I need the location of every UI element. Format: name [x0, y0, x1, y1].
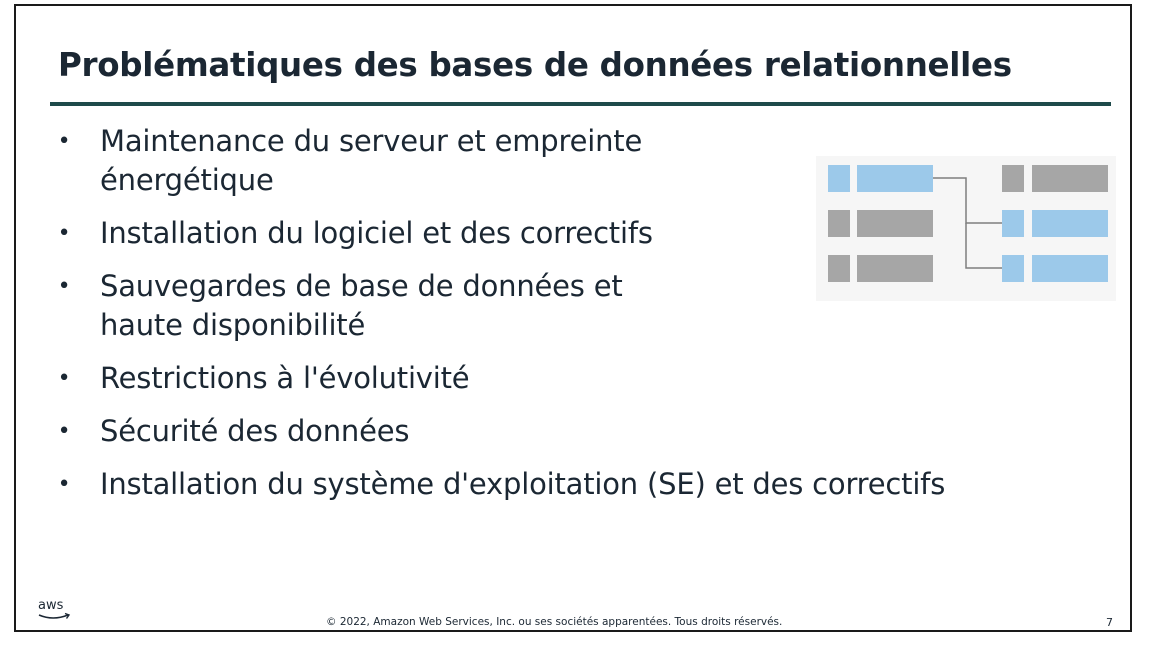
- page-number: 7: [1106, 616, 1113, 629]
- bullet-text: Installation du logiciel et des correcti…: [100, 216, 653, 250]
- copyright-text: © 2022, Amazon Web Services, Inc. ou ses…: [326, 616, 783, 628]
- bullet-list: • Maintenance du serveur et empreinte én…: [56, 122, 1060, 518]
- bullet-text: Restrictions à l'évolutivité: [100, 361, 470, 395]
- bullet-item: • Restrictions à l'évolutivité: [56, 359, 1060, 398]
- bullet-text: Maintenance du serveur et empreinte éner…: [100, 124, 643, 197]
- left-table-key-cell: [828, 210, 850, 237]
- right-table-value-cell: [1032, 210, 1108, 237]
- right-table-key-cell: [1002, 255, 1024, 282]
- title-underline: [50, 102, 1111, 106]
- right-table-key-cell: [1002, 165, 1024, 192]
- right-table-key-cell: [1002, 210, 1024, 237]
- slide: Problématiques des bases de données rela…: [14, 4, 1132, 632]
- bullet-icon: •: [57, 221, 71, 246]
- left-table-key-cell: [828, 165, 850, 192]
- bullet-text: Installation du système d'exploitation (…: [100, 467, 946, 501]
- right-table-value-cell: [1032, 255, 1108, 282]
- bullet-item: • Sécurité des données: [56, 412, 1060, 451]
- slide-title: Problématiques des bases de données rela…: [58, 46, 1012, 84]
- relation-connector: [965, 223, 1002, 269]
- relational-tables-diagram-icon: [816, 156, 1116, 301]
- bullet-item: • Maintenance du serveur et empreinte én…: [56, 122, 680, 200]
- bullet-icon: •: [57, 274, 71, 299]
- bullet-item: • Installation du système d'exploitation…: [56, 465, 1060, 504]
- bullet-icon: •: [57, 129, 71, 154]
- aws-logo: aws: [38, 598, 76, 626]
- bullet-icon: •: [57, 419, 71, 444]
- bullet-item: • Installation du logiciel et des correc…: [56, 214, 1060, 253]
- left-table-value-cell: [857, 210, 933, 237]
- aws-logo-text: aws: [38, 598, 64, 613]
- left-table-key-cell: [828, 255, 850, 282]
- right-table-value-cell: [1032, 165, 1108, 192]
- relation-connector: [933, 177, 1002, 224]
- bullet-text: Sauvegardes de base de données et haute …: [100, 269, 623, 342]
- aws-smile-icon: [38, 612, 71, 619]
- bullet-text: Sécurité des données: [100, 414, 410, 448]
- bullet-item: • Sauvegardes de base de données et haut…: [56, 267, 680, 345]
- bullet-icon: •: [57, 472, 71, 497]
- bullet-icon: •: [57, 366, 71, 391]
- left-table-value-cell: [857, 255, 933, 282]
- left-table-value-cell: [857, 165, 933, 192]
